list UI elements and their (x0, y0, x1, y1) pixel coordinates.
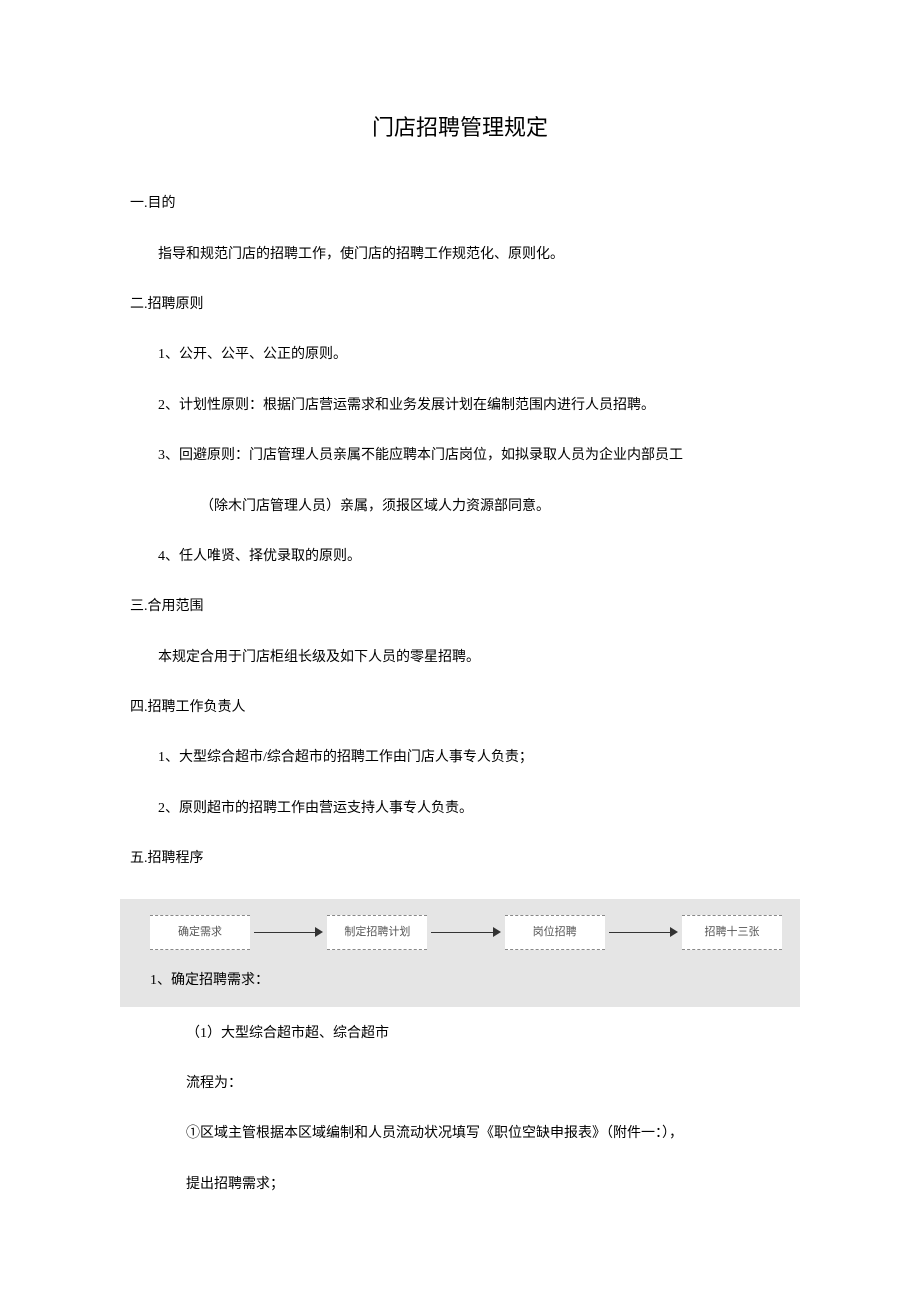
arrow-icon (609, 931, 678, 933)
section-5-heading: 五.招聘程序 (130, 848, 790, 870)
flow-box-3: 岗位招聘 (505, 915, 605, 951)
section-2-item-3b: （除木门店管理人员）亲属，须报区域人力资源部同意。 (200, 496, 790, 518)
section-2-item-2: 2、计划性原则：根据门店营运需求和业务发展计划在编制范围内进行人员招聘。 (158, 395, 790, 417)
flow-diagram-container: 确定需求 制定招聘计划 岗位招聘 招聘十三张 1、确定招聘需求： (120, 899, 800, 1007)
section-1-body: 指导和规范门店的招聘工作，使门店的招聘工作规范化、原则化。 (158, 244, 790, 266)
section-4-item-1: 1、大型综合超市/综合超市的招聘工作由门店人事专人负责； (158, 747, 790, 769)
document-title: 门店招聘管理规定 (130, 110, 790, 145)
flow-box-1: 确定需求 (150, 915, 250, 951)
section-1-heading: 一.目的 (130, 193, 790, 215)
section-3-body: 本规定合用于门店柜组长级及如下人员的零星招聘。 (158, 647, 790, 669)
section-5-sub-c: ①区域主管根据本区域编制和人员流动状况填写《职位空缺申报表》（附件一：）， (186, 1123, 790, 1145)
flow-box-4: 招聘十三张 (682, 915, 782, 951)
arrow-icon (431, 931, 500, 933)
flow-label: 1、确定招聘需求： (150, 970, 782, 992)
flow-box-2: 制定招聘计划 (327, 915, 427, 951)
section-3-heading: 三.合用范围 (130, 596, 790, 618)
flow-row: 确定需求 制定招聘计划 岗位招聘 招聘十三张 (150, 915, 782, 951)
section-2-heading: 二.招聘原则 (130, 294, 790, 316)
section-2-item-1: 1、公开、公平、公正的原则。 (158, 344, 790, 366)
section-5-sub-a: （1）大型综合超市超、综合超市 (186, 1023, 790, 1045)
section-5-sub-b: 流程为： (186, 1073, 790, 1095)
section-4-item-2: 2、原则超市的招聘工作由营运支持人事专人负责。 (158, 798, 790, 820)
section-5-sub-d: 提出招聘需求； (186, 1174, 790, 1196)
section-2-item-4: 4、任人唯贤、择优录取的原则。 (158, 546, 790, 568)
arrow-icon (254, 931, 323, 933)
section-2-item-3a: 3、回避原则：门店管理人员亲属不能应聘本门店岗位，如拟录取人员为企业内部员工 (158, 445, 790, 467)
section-4-heading: 四.招聘工作负责人 (130, 697, 790, 719)
